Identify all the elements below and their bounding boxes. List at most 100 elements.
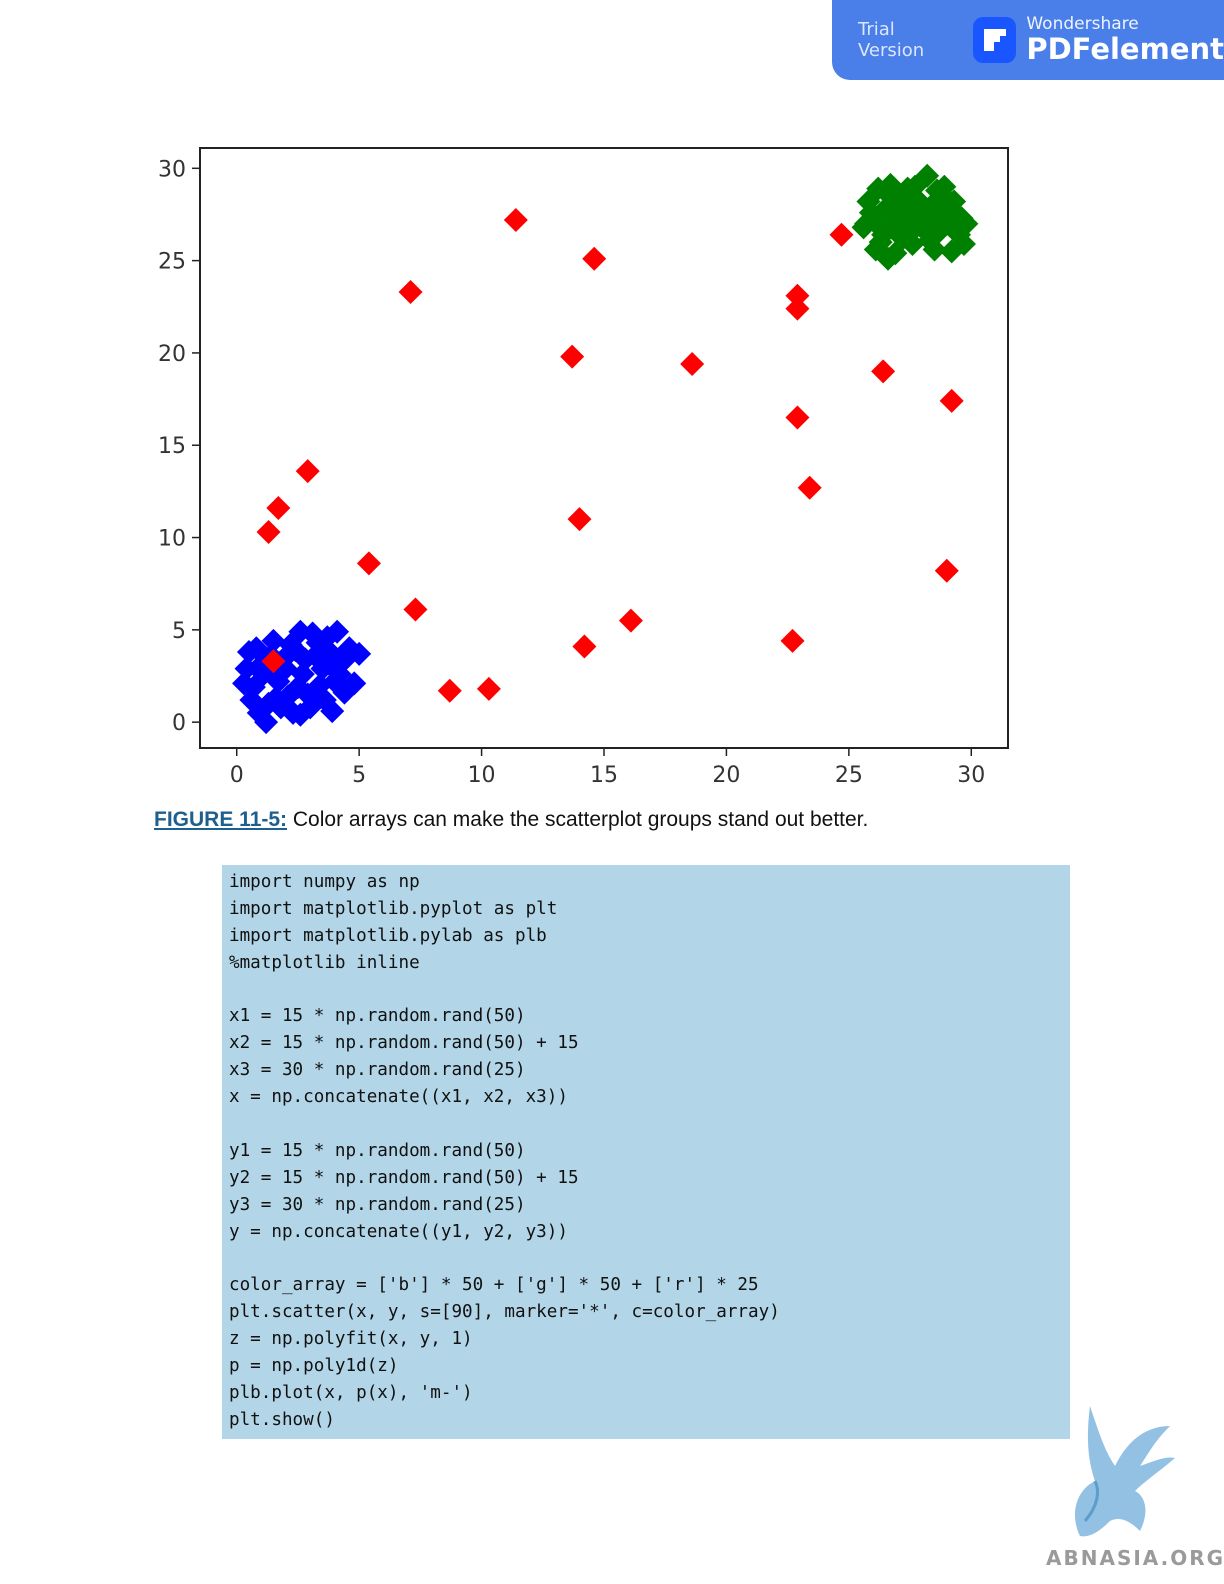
data-point (503, 208, 528, 232)
series-1 (851, 163, 979, 271)
data-point (476, 676, 501, 701)
data-point (254, 710, 279, 735)
data-point (261, 628, 286, 653)
code-line: y1 = 15 * np.random.rand(50) (229, 1140, 526, 1161)
code-line: x3 = 30 * np.random.rand(25) (229, 1060, 526, 1081)
griffin-logo-icon (1075, 1406, 1175, 1537)
x-tick-label: 20 (712, 763, 740, 788)
code-line: plt.show() (229, 1409, 335, 1430)
data-point (278, 632, 303, 657)
data-point (312, 652, 337, 677)
data-point (876, 182, 901, 207)
data-point (866, 213, 891, 238)
data-point (256, 520, 281, 544)
code-line: plt.scatter(x, y, s=[90], marker='*', c=… (229, 1302, 780, 1323)
data-point (780, 628, 805, 653)
code-line: import matplotlib.pylab as plb (229, 925, 547, 946)
watermark-text: ABNASIA.ORG (1046, 1546, 1224, 1570)
y-tick-label: 15 (158, 434, 186, 459)
code-line: p = np.poly1d(z) (229, 1356, 399, 1377)
data-point (582, 246, 607, 271)
data-point (876, 246, 901, 271)
data-point (356, 551, 381, 576)
code-line (229, 1245, 1070, 1272)
data-point (947, 222, 972, 247)
data-point (853, 211, 878, 236)
y-tick-label: 30 (158, 157, 186, 182)
data-point (883, 241, 908, 266)
data-point (437, 678, 462, 703)
data-point (288, 702, 313, 727)
data-point (234, 656, 259, 681)
code-line: y3 = 30 * np.random.rand(25) (229, 1194, 526, 1215)
figure-caption: FIGURE 11-5: Color arrays can make the s… (154, 808, 868, 832)
series-0 (232, 619, 372, 735)
data-point (680, 352, 705, 376)
data-point (785, 405, 810, 430)
data-point (917, 208, 942, 232)
code-line: import matplotlib.pyplot as plt (229, 898, 558, 919)
data-point (241, 675, 266, 700)
data-point (273, 656, 298, 681)
data-point (880, 204, 905, 229)
data-point (334, 645, 359, 670)
data-point (307, 673, 332, 698)
trial-version-badge[interactable]: Trial Version Wondershare PDFelement (832, 0, 1224, 80)
code-line: %matplotlib inline (229, 952, 420, 973)
data-point (268, 695, 293, 720)
data-point (295, 459, 320, 484)
data-point (325, 619, 350, 644)
data-point (567, 507, 592, 532)
data-point (829, 222, 854, 247)
code-line: plb.plot(x, p(x), 'm-') (229, 1382, 473, 1403)
figure-caption-text: Color arrays can make the scatterplot gr… (287, 808, 869, 831)
y-tick-label: 0 (172, 711, 186, 736)
code-line (229, 977, 1070, 1004)
data-point (934, 558, 959, 583)
y-tick-label: 10 (158, 527, 186, 552)
data-point (246, 700, 271, 725)
data-point (261, 649, 286, 674)
data-point (618, 608, 643, 633)
data-point (871, 359, 896, 384)
data-point (937, 196, 962, 221)
data-point (922, 237, 947, 262)
code-line: x = np.concatenate((x1, x2, x3)) (229, 1087, 568, 1108)
trial-version-label: Trial Version (858, 19, 925, 61)
brand-product: PDFelement (1026, 32, 1224, 66)
code-line: y2 = 15 * np.random.rand(50) + 15 (229, 1167, 579, 1188)
y-tick-label: 25 (158, 250, 186, 275)
code-line: x1 = 15 * np.random.rand(50) (229, 1006, 526, 1027)
scatter-chart: 0 5 10 15 20 25 30 0 5 10 15 20 25 30 (158, 147, 1009, 788)
data-point (868, 230, 893, 255)
code-line: color_array = ['b'] * 50 + ['g'] * 50 + … (229, 1275, 759, 1296)
data-point (939, 388, 964, 413)
data-point (924, 178, 949, 203)
data-point (244, 636, 269, 661)
x-tick-label: 5 (352, 763, 366, 788)
code-line: import numpy as np (229, 872, 420, 892)
pdfelement-logo-icon (973, 17, 1017, 63)
data-point (560, 344, 585, 369)
data-point (320, 699, 345, 724)
x-tick-label: 25 (835, 763, 863, 788)
data-point (266, 496, 291, 520)
data-point (902, 174, 927, 199)
data-point (907, 193, 932, 218)
x-tick-label: 10 (468, 763, 496, 788)
data-point (785, 283, 810, 308)
x-tick-label: 30 (957, 763, 985, 788)
code-block: import numpy as np import matplotlib.pypl… (222, 865, 1070, 1439)
data-point (398, 280, 423, 304)
data-point (293, 647, 318, 672)
code-line: z = np.polyfit(x, y, 1) (229, 1329, 473, 1350)
brand-block: Wondershare PDFelement (1026, 16, 1224, 64)
x-tick-label: 0 (230, 763, 244, 788)
data-point (285, 675, 310, 700)
code-line: y = np.concatenate((y1, y2, y3)) (229, 1221, 568, 1242)
abnasia-watermark: ABNASIA.ORG (1040, 1396, 1224, 1584)
data-point (300, 621, 325, 646)
code-line: x2 = 15 * np.random.rand(50) + 15 (229, 1033, 579, 1054)
data-point (403, 597, 428, 622)
figure-label-link[interactable]: FIGURE 11-5: (154, 808, 288, 831)
